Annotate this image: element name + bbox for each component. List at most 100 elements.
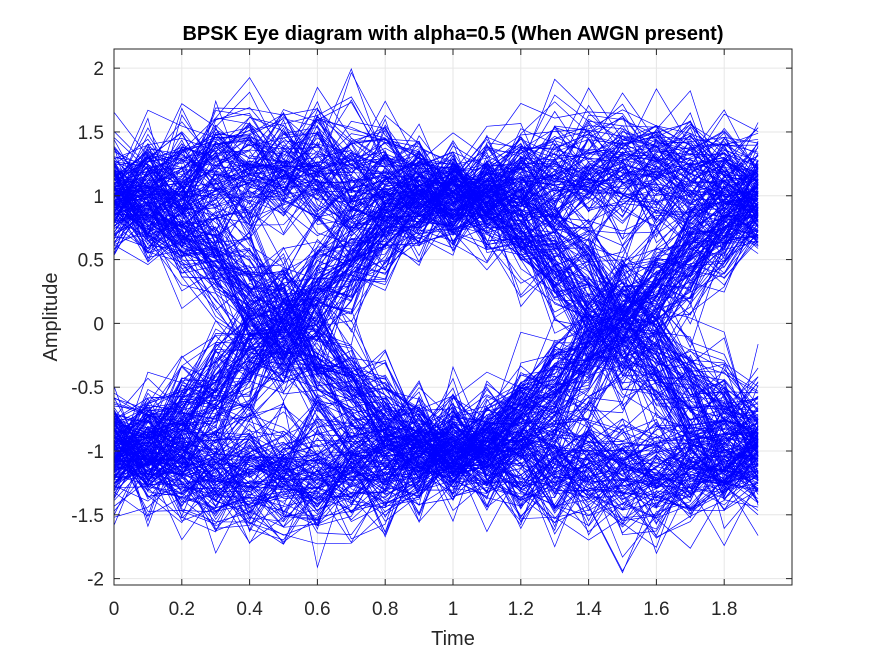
eye-trace [113, 142, 759, 246]
y-tick-label: -0.5 [71, 378, 104, 399]
eye-trace [113, 213, 759, 454]
eye-trace [113, 146, 759, 479]
eye-trace [113, 120, 759, 263]
x-axis-title: Time [431, 628, 475, 650]
eye-trace [113, 384, 759, 499]
eye-trace [113, 231, 759, 534]
eye-trace [113, 403, 759, 501]
eye-trace [113, 402, 759, 533]
x-tick-label: 0.4 [236, 599, 263, 620]
eye-trace [113, 154, 759, 452]
eye-trace [113, 221, 759, 526]
x-tick-label: 1.6 [643, 599, 669, 620]
eye-trace [113, 151, 759, 442]
eye-trace [113, 113, 759, 481]
eye-trace [113, 138, 759, 443]
x-tick-label: 0 [109, 599, 120, 620]
y-axis-title: Amplitude [40, 273, 62, 362]
eye-trace [113, 392, 759, 535]
eye-trace [113, 144, 759, 247]
eye-trace [113, 202, 759, 532]
y-tick-label: -1 [87, 442, 104, 463]
eye-trace [113, 185, 759, 447]
x-tick-label: 1.2 [508, 599, 534, 620]
eye-trace [113, 174, 759, 569]
eye-trace [113, 185, 759, 574]
eye-trace [113, 212, 759, 481]
eye-trace [113, 235, 759, 485]
y-tick-label: 0.5 [78, 251, 104, 272]
x-tick-label: 0.6 [304, 599, 330, 620]
eye-trace [113, 160, 759, 436]
eye-trace [113, 395, 759, 486]
eye-trace [113, 395, 759, 502]
eye-trace [113, 137, 759, 229]
eye-trace [113, 193, 759, 548]
y-tick-label: 1 [93, 187, 104, 208]
eye-trace [113, 102, 759, 481]
eye-trace [113, 417, 759, 506]
eye-trace [113, 189, 759, 465]
eye-trace [113, 162, 759, 472]
eye-trace [113, 392, 759, 521]
eye-trace [113, 118, 759, 458]
eye-trace [113, 221, 759, 528]
ticks [113, 49, 792, 585]
eye-trace [113, 190, 759, 439]
eye-trace [113, 100, 759, 445]
eye-trace [113, 175, 759, 490]
x-tick-label: 1 [448, 599, 459, 620]
eye-trace [113, 416, 759, 507]
eye-trace [113, 183, 759, 519]
eye-trace [113, 161, 759, 491]
eye-trace [113, 99, 759, 487]
y-tick-label: -1.5 [71, 506, 104, 527]
x-tick-label: 1.4 [575, 599, 602, 620]
eye-trace [113, 200, 759, 456]
eye-trace [113, 135, 759, 227]
y-tick-label: 0 [93, 314, 104, 335]
eye-trace [113, 130, 759, 474]
eye-trace [113, 143, 759, 512]
eye-trace [113, 181, 759, 507]
eye-trace [113, 124, 759, 227]
eye-trace [113, 114, 759, 478]
x-tick-label: 0.2 [169, 599, 195, 620]
eye-trace [113, 179, 759, 457]
eye-trace [113, 132, 759, 247]
y-tick-label: 2 [93, 59, 104, 80]
eye-trace [113, 127, 759, 479]
eye-trace [113, 125, 759, 471]
eye-trace [113, 130, 759, 461]
eye-trace [113, 399, 759, 494]
eye-trace [113, 147, 759, 225]
eye-trace [113, 176, 759, 481]
trace-series [113, 68, 759, 574]
y-tick-label: -2 [87, 570, 104, 591]
y-tick-labels: -2 -1.5 -1 -0.5 0 0.5 1 1.5 2 [71, 59, 104, 590]
eye-trace [113, 191, 759, 518]
x-tick-label: 1.8 [711, 599, 737, 620]
eye-trace [113, 157, 759, 458]
eye-trace [113, 116, 759, 495]
y-tick-label: 1.5 [78, 123, 104, 144]
eye-trace [113, 185, 759, 480]
eye-trace [113, 96, 759, 462]
eye-trace [113, 190, 759, 501]
eye-trace [113, 124, 759, 475]
eye-trace [113, 86, 759, 483]
eye-trace [113, 204, 759, 499]
eye-trace [113, 375, 759, 521]
eye-trace [113, 136, 759, 241]
eye-trace [113, 405, 759, 495]
chart-title: BPSK Eye diagram with alpha=0.5 (When AW… [182, 23, 723, 45]
eye-trace [113, 110, 759, 237]
eye-trace [113, 107, 759, 447]
eye-trace [113, 203, 759, 527]
x-tick-label: 0.8 [372, 599, 398, 620]
eye-trace [113, 208, 759, 476]
eye-trace [113, 144, 759, 234]
eye-trace [113, 194, 759, 462]
